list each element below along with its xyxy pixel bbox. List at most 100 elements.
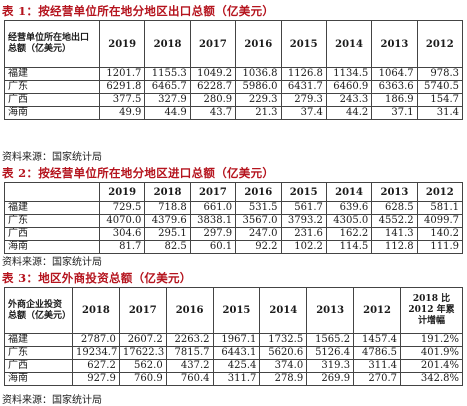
value-cell: 2607.2 [118, 333, 167, 347]
table2-year-header: 2017 [189, 182, 237, 202]
table2-year-header: 2012 [416, 182, 464, 202]
value-cell: 162.2 [325, 227, 373, 241]
table1-year-header: 2018 [144, 20, 191, 68]
value-cell: 2787.0 [72, 333, 120, 347]
growth-cell: 201.4% [400, 359, 463, 373]
table1-caption: 表 1：按经营单位所在地分地区出口总额（亿美元） [2, 4, 275, 18]
value-cell: 4099.7 [416, 214, 464, 228]
value-cell: 311.4 [353, 359, 401, 373]
value-cell: 6363.6 [371, 80, 418, 94]
value-cell: 319.3 [306, 359, 355, 373]
table3-growth-header: 2018 比 2012 年累计增幅 [400, 287, 463, 334]
value-cell: 7815.7 [165, 346, 214, 360]
value-cell: 154.7 [416, 93, 464, 107]
table3-year-header: 2018 [72, 287, 120, 334]
value-cell: 297.9 [189, 227, 237, 241]
value-cell: 4305.0 [325, 214, 373, 228]
value-cell: 718.8 [144, 201, 191, 215]
value-cell: 278.9 [259, 372, 308, 386]
region-cell: 广西 [4, 93, 100, 107]
value-cell: 37.4 [280, 106, 327, 120]
region-cell: 广东 [4, 214, 100, 228]
value-cell: 19234.7 [72, 346, 120, 360]
value-cell: 1967.1 [212, 333, 261, 347]
value-cell: 978.3 [416, 67, 464, 81]
table2-corner-cell [4, 182, 100, 202]
table1-year-header: 2017 [189, 20, 237, 68]
value-cell: 269.9 [306, 372, 355, 386]
value-cell: 3793.2 [280, 214, 327, 228]
value-cell: 1126.8 [280, 67, 327, 81]
value-cell: 243.3 [325, 93, 373, 107]
value-cell: 44.2 [325, 106, 373, 120]
value-cell: 1049.2 [189, 67, 237, 81]
value-cell: 5986.0 [235, 80, 282, 94]
value-cell: 581.1 [416, 201, 464, 215]
value-cell: 4552.2 [371, 214, 418, 228]
region-cell: 广东 [4, 346, 73, 360]
table-row: 广西 377.5 327.9 280.9 229.3 279.3 243.3 1… [4, 93, 464, 107]
value-cell: 270.7 [353, 372, 401, 386]
value-cell: 1036.8 [235, 67, 282, 81]
region-cell: 广东 [4, 80, 100, 94]
table1-export: 经营单位所在地出口总额（亿美元） 2019 2018 2017 2016 201… [4, 20, 464, 120]
value-cell: 760.4 [165, 372, 214, 386]
value-cell: 140.2 [416, 227, 464, 241]
table-row: 海南 927.9 760.9 760.4 311.7 278.9 269.9 2… [4, 372, 463, 386]
value-cell: 49.9 [98, 106, 146, 120]
value-cell: 280.9 [189, 93, 237, 107]
value-cell: 562.0 [118, 359, 167, 373]
table3-year-header: 2014 [259, 287, 308, 334]
growth-cell: 191.2% [400, 333, 463, 347]
value-cell: 2263.2 [165, 333, 214, 347]
growth-cell: 401.9% [400, 346, 463, 360]
value-cell: 1064.7 [371, 67, 418, 81]
value-cell: 43.7 [189, 106, 237, 120]
value-cell: 37.1 [371, 106, 418, 120]
table1-year-header: 2012 [416, 20, 464, 68]
value-cell: 304.6 [98, 227, 146, 241]
value-cell: 628.5 [371, 201, 418, 215]
value-cell: 111.9 [416, 240, 464, 254]
value-cell: 531.5 [235, 201, 282, 215]
value-cell: 927.9 [72, 372, 120, 386]
table3-year-header: 2016 [165, 287, 214, 334]
value-cell: 5740.5 [416, 80, 464, 94]
table1-year-header: 2019 [98, 20, 146, 68]
value-cell: 112.8 [371, 240, 418, 254]
table3-year-header: 2012 [353, 287, 401, 334]
table-row: 广西 627.2 562.0 437.2 425.4 374.0 319.3 3… [4, 359, 463, 373]
value-cell: 4070.0 [98, 214, 146, 228]
value-cell: 82.5 [144, 240, 191, 254]
table3-year-header: 2013 [306, 287, 355, 334]
table2-caption: 表 2：按经营单位所在地分地区进口总额（亿美元） [2, 166, 275, 180]
value-cell: 561.7 [280, 201, 327, 215]
table-row: 海南 81.7 82.5 60.1 92.2 102.2 114.5 112.8… [4, 240, 464, 254]
region-cell: 广西 [4, 227, 100, 241]
value-cell: 377.5 [98, 93, 146, 107]
value-cell: 1732.5 [259, 333, 308, 347]
value-cell: 17622.3 [118, 346, 167, 360]
table-row: 广东 4070.0 4379.6 3838.1 3567.0 3793.2 43… [4, 214, 464, 228]
region-cell: 海南 [4, 106, 100, 120]
table1-corner-cell: 经营单位所在地出口总额（亿美元） [4, 20, 100, 68]
table2-year-header: 2016 [235, 182, 282, 202]
region-cell: 广西 [4, 359, 73, 373]
table1-year-header: 2013 [371, 20, 418, 68]
table2-import: 2019 2018 2017 2016 2015 2014 2013 2012 … [4, 182, 464, 254]
region-cell: 福建 [4, 201, 100, 215]
value-cell: 295.1 [144, 227, 191, 241]
value-cell: 425.4 [212, 359, 261, 373]
table1-year-header: 2014 [325, 20, 373, 68]
value-cell: 81.7 [98, 240, 146, 254]
table2-year-header: 2013 [371, 182, 418, 202]
value-cell: 6460.9 [325, 80, 373, 94]
value-cell: 1565.2 [306, 333, 355, 347]
value-cell: 114.5 [325, 240, 373, 254]
table2-year-header: 2019 [98, 182, 146, 202]
value-cell: 92.2 [235, 240, 282, 254]
table-row: 福建 2787.0 2607.2 2263.2 1967.1 1732.5 15… [4, 333, 463, 347]
table-row: 广东 6291.8 6465.7 6228.7 5986.0 6431.7 64… [4, 80, 464, 94]
value-cell: 6465.7 [144, 80, 191, 94]
value-cell: 5620.6 [259, 346, 308, 360]
